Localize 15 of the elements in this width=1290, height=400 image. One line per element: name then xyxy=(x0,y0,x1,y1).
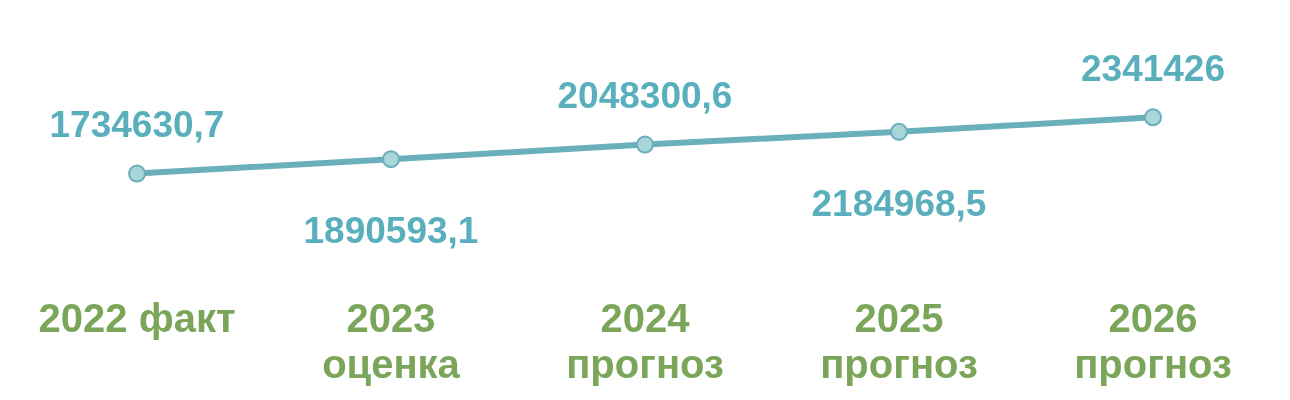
x-tick-label: 2026 прогноз xyxy=(1074,296,1232,387)
data-label: 1890593,1 xyxy=(303,209,479,251)
x-tick-label: 2025 прогноз xyxy=(820,296,978,387)
point xyxy=(1144,108,1162,127)
point xyxy=(128,164,146,183)
data-label: 1734630,7 xyxy=(49,104,225,146)
x-tick-label: 2023 оценка xyxy=(322,296,461,387)
point xyxy=(636,135,654,154)
x-tick-label: 2024 прогноз xyxy=(566,296,724,387)
data-label: 2341426 xyxy=(1080,48,1226,90)
data-label: 2184968,5 xyxy=(811,182,987,224)
data-label: 2048300,6 xyxy=(557,75,733,117)
point xyxy=(890,122,908,141)
point xyxy=(382,150,400,169)
x-tick-label: 2022 факт xyxy=(38,296,236,341)
